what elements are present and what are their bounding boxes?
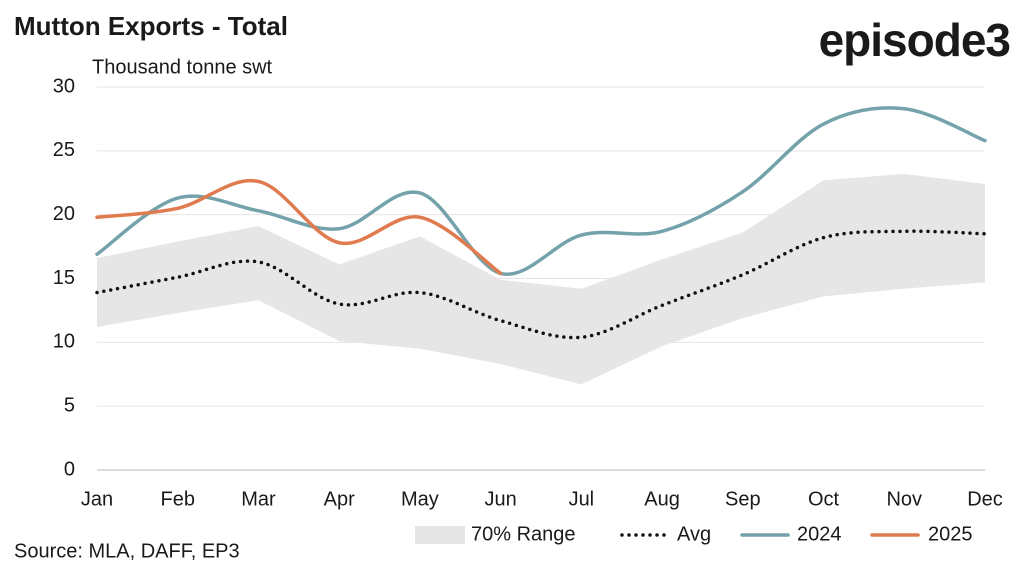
- y-tick-label: 10: [53, 331, 75, 353]
- x-tick-label: Feb: [160, 488, 194, 510]
- y-tick-label: 15: [53, 267, 75, 289]
- x-tick-label: Apr: [324, 488, 355, 510]
- legend-label: 70% Range: [471, 523, 576, 545]
- x-tick-label: Jan: [81, 488, 113, 510]
- logo: episode3: [819, 14, 1010, 66]
- x-tick-label: Mar: [241, 488, 276, 510]
- series-line: [95, 178, 503, 276]
- source: Source: MLA, DAFF, EP3: [14, 540, 240, 562]
- legend-swatch: [415, 526, 465, 544]
- x-tick-label: Dec: [967, 488, 1003, 510]
- x-tick-label: Oct: [808, 488, 840, 510]
- x-tick-label: Nov: [886, 488, 922, 510]
- x-tick-label: Jun: [485, 488, 517, 510]
- y-tick-label: 5: [64, 394, 75, 416]
- legend-label: Avg: [677, 523, 711, 545]
- x-tick-label: Sep: [725, 488, 761, 510]
- legend-label: 2025: [928, 523, 973, 545]
- y-tick-label: 30: [53, 75, 75, 97]
- subtitle: Thousand tonne swt: [92, 56, 273, 78]
- y-tick-label: 20: [53, 203, 75, 225]
- x-tick-label: Aug: [644, 488, 680, 510]
- range-band: [97, 173, 985, 385]
- y-tick-label: 0: [64, 458, 75, 480]
- x-tick-label: Jul: [569, 488, 595, 510]
- series-line: [95, 106, 987, 276]
- series-line: [95, 229, 987, 340]
- y-tick-label: 25: [53, 139, 75, 161]
- chart-title: Mutton Exports - Total: [14, 11, 288, 41]
- x-tick-label: May: [401, 488, 439, 510]
- legend-label: 2024: [797, 523, 842, 545]
